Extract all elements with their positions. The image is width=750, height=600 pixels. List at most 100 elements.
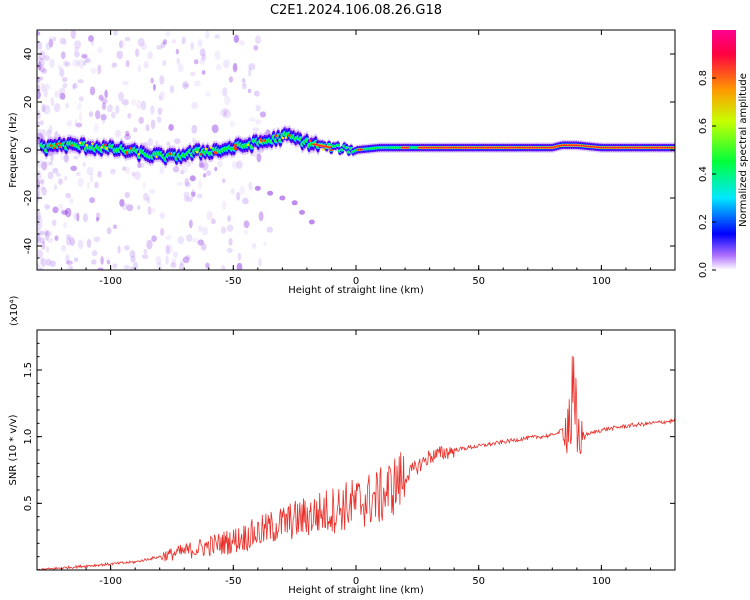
ridge-hotspot — [209, 146, 213, 149]
noise-blob — [159, 75, 165, 85]
y-tick-label: -20 — [23, 190, 34, 206]
noise-blob — [232, 63, 238, 73]
noise-blob — [169, 85, 175, 94]
noise-blob — [69, 237, 75, 247]
noise-blob — [256, 153, 262, 163]
noise-blob — [162, 39, 167, 45]
noise-blob — [50, 97, 55, 107]
noise-blob — [37, 215, 43, 226]
colorbar-tick-label: 0.6 — [698, 118, 709, 134]
noise-blob — [112, 263, 118, 269]
noise-blob — [64, 207, 72, 218]
noise-blob — [75, 59, 81, 67]
noise-blob — [152, 83, 156, 91]
noise-blob — [243, 220, 250, 229]
x-tick-label: -100 — [99, 276, 122, 287]
noise-blob — [37, 185, 45, 191]
noise-blob — [200, 242, 207, 251]
noise-blob — [243, 229, 249, 235]
noise-blob — [210, 218, 216, 225]
noise-blob — [181, 36, 186, 45]
noise-blob — [252, 127, 260, 132]
noise-blob — [248, 63, 256, 71]
noise-blob — [150, 77, 154, 84]
noise-blob — [176, 57, 180, 65]
noise-blob — [58, 178, 63, 185]
noise-blob — [186, 161, 191, 167]
noise-blob — [54, 90, 59, 98]
ridge-hotspot — [281, 136, 285, 140]
noise-blob — [215, 64, 222, 71]
noise-blob — [93, 123, 99, 133]
noise-blob — [37, 233, 41, 242]
noise-blob — [190, 191, 196, 197]
colorbar-label: Normalized spectral amplitude — [738, 73, 749, 227]
noise-blob — [65, 192, 71, 199]
noise-blob — [60, 155, 65, 160]
noise-blob — [37, 221, 41, 230]
noise-blob — [201, 226, 209, 236]
noise-blob — [156, 262, 163, 270]
noise-blob — [86, 238, 92, 248]
noise-blob — [68, 197, 74, 204]
snr-panel: -100 -50 0 50 100 0.5 1.0 1.5 Height of straigh… — [8, 295, 676, 596]
noise-blob — [160, 41, 166, 49]
y-tick-label: 0 — [23, 147, 34, 153]
ridge-hotspot — [284, 136, 288, 139]
noise-blob — [37, 110, 41, 120]
noise-blob — [125, 130, 130, 137]
noise-blob — [42, 128, 46, 139]
noise-blob — [232, 62, 238, 72]
noise-blob — [142, 181, 146, 189]
noise-blob — [37, 63, 44, 68]
noise-blob — [147, 206, 152, 216]
noise-blob — [40, 82, 45, 93]
noise-blob — [168, 244, 173, 254]
noise-blob — [226, 224, 234, 232]
x-tick-label: -100 — [99, 576, 122, 587]
noise-blob — [187, 196, 193, 202]
noise-blob — [182, 80, 189, 90]
noise-blob — [38, 61, 42, 71]
noise-blob — [192, 237, 199, 243]
ridge-hotspot — [105, 147, 108, 150]
noise-blob — [147, 137, 154, 147]
noise-blob — [62, 60, 68, 67]
noise-blob — [162, 60, 167, 67]
noise-blob — [82, 61, 87, 66]
noise-blob — [258, 211, 264, 222]
noise-blob — [48, 38, 54, 48]
noise-blob — [74, 51, 80, 58]
snr-xlabel: Height of straight line (km) — [288, 585, 424, 596]
noise-blob — [131, 98, 137, 106]
noise-blob — [147, 51, 153, 60]
noise-blob — [37, 232, 42, 242]
noise-blob — [37, 80, 40, 85]
noise-blob — [181, 164, 188, 173]
noise-blob — [91, 259, 97, 265]
ridge-hotspot — [58, 145, 61, 149]
noise-blob — [82, 213, 89, 223]
ridge-hotspot — [322, 148, 325, 151]
noise-blob — [171, 258, 177, 265]
noise-blob — [140, 100, 147, 111]
noise-blob — [136, 99, 142, 110]
noise-blob — [48, 125, 53, 134]
ridge-hotspot — [309, 139, 312, 143]
noise-blob — [121, 99, 129, 106]
colorbar-gradient — [712, 30, 736, 270]
noise-blob — [221, 264, 226, 270]
noise-blob — [66, 237, 72, 246]
noise-blob — [59, 37, 66, 45]
noise-blob — [90, 67, 97, 74]
noise-blob — [72, 58, 80, 68]
noise-blob — [39, 120, 44, 126]
noise-blob — [134, 171, 141, 180]
noise-blob — [105, 256, 110, 264]
noise-blob — [179, 262, 184, 270]
noise-blob — [172, 166, 180, 173]
noise-blob — [199, 48, 206, 57]
noise-blob — [253, 45, 259, 51]
ridge-hotspot — [155, 155, 158, 159]
